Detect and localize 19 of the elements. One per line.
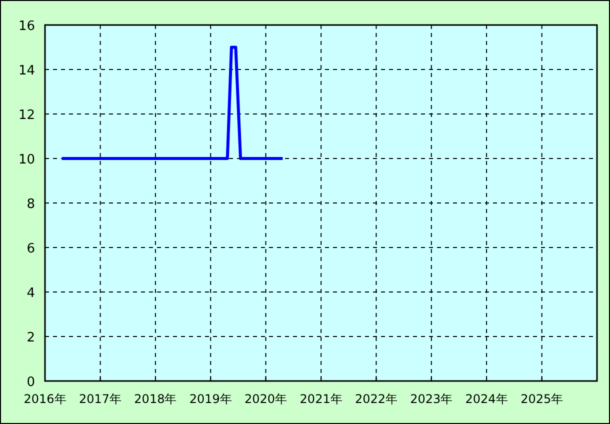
x-tick-label: 2022年 (354, 392, 398, 406)
x-tick-label: 2023年 (410, 392, 453, 406)
x-tick-label: 2017年 (79, 392, 122, 406)
y-tick-label: 6 (26, 242, 35, 256)
y-tick-label: 14 (18, 64, 35, 78)
x-tick-label: 2019年 (189, 392, 232, 406)
y-tick-label: 12 (18, 108, 35, 123)
y-tick-label: 10 (18, 152, 35, 168)
x-tick-label: 2016年 (24, 392, 66, 406)
y-tick-label: 0 (26, 375, 35, 390)
x-tick-label: 2025年 (520, 392, 564, 406)
x-tick-label: 2021年 (300, 392, 342, 406)
x-tick-label: 2020年 (244, 392, 288, 406)
y-tick-label: 4 (26, 286, 35, 301)
x-tick-label: 2024年 (465, 392, 508, 406)
y-tick-label: 8 (26, 197, 35, 212)
x-tick-label: 2018年 (134, 392, 177, 406)
y-tick-label: 2 (26, 330, 35, 346)
y-tick-label: 16 (18, 19, 35, 34)
